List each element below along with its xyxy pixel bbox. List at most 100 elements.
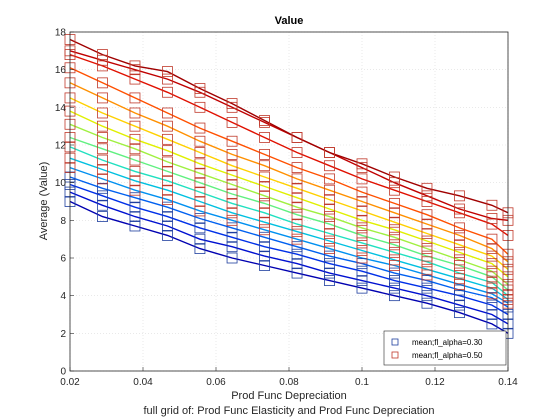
data-point-s4-p3	[162, 194, 173, 206]
series-line-11	[69, 82, 509, 263]
data-point-s11-p6	[259, 160, 270, 172]
y-tick-label-2: 4	[60, 291, 66, 302]
data-point-s1-p3	[162, 220, 173, 232]
data-point-s7-p10	[389, 239, 400, 251]
data-point-s4-p12	[454, 278, 465, 290]
data-point-s3-p5	[226, 222, 238, 234]
data-point-s12-p11	[421, 209, 433, 221]
data-point-s3-p6	[259, 231, 270, 243]
data-point-s14-p11	[421, 190, 433, 202]
data-point-s1-p12	[454, 299, 465, 311]
series-line-4	[69, 166, 509, 304]
legend-box	[383, 330, 507, 366]
data-point-s9-p1	[97, 120, 108, 132]
data-point-s13-p1	[97, 60, 108, 72]
data-point-s14-p3	[162, 73, 173, 85]
data-point-s5-p11	[421, 263, 433, 275]
series-lines	[69, 38, 509, 334]
data-point-s3-p1	[97, 182, 108, 194]
data-point-s7-p8	[324, 218, 335, 230]
data-point-s3-p7	[291, 241, 303, 253]
series-line-12	[69, 67, 509, 255]
data-point-s10-p8	[324, 194, 335, 206]
x-axis-label: Prod Func Depreciation	[231, 390, 347, 402]
data-point-s11-p9	[356, 196, 368, 207]
data-point-s14-p13	[486, 213, 498, 224]
data-point-s2-p2	[129, 201, 141, 213]
data-point-s1-p10	[389, 282, 400, 294]
data-point-s2-p5	[226, 231, 238, 243]
y-tick-label-9: 18	[55, 28, 67, 39]
data-point-s8-p4	[194, 167, 206, 179]
data-point-s4-p2	[129, 184, 141, 196]
data-point-s1-p8	[324, 267, 335, 279]
data-point-s13-p2	[129, 73, 141, 85]
data-point-s2-p9	[356, 265, 368, 277]
data-point-s3-p3	[162, 201, 173, 213]
data-point-s4-p9	[356, 252, 368, 264]
y-tick-label-6: 12	[55, 141, 67, 152]
data-point-s13-p13	[486, 218, 498, 230]
y-tick-label-4: 8	[60, 216, 66, 227]
data-point-s13-p4	[194, 101, 206, 113]
data-point-s6-p6	[259, 207, 270, 219]
data-point-s14-p12	[454, 203, 465, 215]
data-point-s8-p3	[162, 156, 173, 168]
data-point-s7-p3	[162, 165, 173, 177]
data-point-s0-p9	[356, 282, 368, 294]
data-point-s4-p5	[226, 214, 238, 226]
data-point-s3-p2	[129, 192, 141, 204]
data-point-s6-p7	[291, 218, 303, 230]
data-point-s15-p6	[259, 115, 270, 126]
data-point-s10-p6	[259, 171, 270, 183]
data-point-s8-p2	[129, 143, 141, 155]
data-point-s0-p10	[389, 290, 400, 302]
data-point-s15-p8	[324, 147, 335, 158]
data-point-s14-p10	[389, 177, 400, 189]
data-point-s0-p7	[291, 267, 303, 279]
series-line-7	[69, 136, 509, 291]
data-point-s13-p8	[324, 160, 335, 172]
series-line-0	[69, 200, 509, 334]
data-point-s9-p8	[324, 203, 335, 215]
data-point-s1-p6	[259, 250, 270, 262]
data-point-s0-p1	[97, 211, 108, 222]
data-point-s11-p3	[162, 120, 173, 132]
data-point-s11-p4	[194, 135, 206, 147]
data-point-s0-p5	[226, 252, 238, 264]
data-point-s6-p2	[129, 165, 141, 177]
data-point-s0-p12	[454, 307, 465, 319]
data-point-s12-p9	[356, 186, 368, 198]
data-point-s1-p7	[291, 258, 303, 270]
data-point-s11-p2	[129, 107, 141, 119]
data-point-s4-p10	[389, 260, 400, 271]
data-point-s9-p5	[226, 169, 238, 181]
x-tick-label-6: 0.14	[498, 377, 518, 388]
data-point-s11-p5	[226, 149, 238, 160]
series-line-3	[69, 176, 509, 308]
data-point-s3-p8	[324, 250, 335, 262]
legend-entry-alpha-050: mean;fl_alpha=0.50	[412, 351, 483, 360]
data-point-s6-p12	[454, 267, 465, 279]
data-point-s9-p9	[356, 214, 368, 226]
data-point-s9-p4	[194, 158, 206, 170]
data-point-s10-p13	[486, 250, 498, 262]
legend-entry-alpha-030: mean;fl_alpha=0.30	[412, 338, 483, 347]
data-point-s12-p5	[226, 135, 238, 147]
data-point-s3-p10	[389, 267, 400, 279]
data-point-s10-p10	[389, 216, 400, 228]
chart-title: Value	[275, 15, 304, 27]
data-point-s8-p13	[486, 265, 498, 277]
data-point-s14-p1	[97, 54, 108, 66]
data-point-s4-p1	[97, 173, 108, 185]
data-point-s3-p12	[454, 284, 465, 296]
data-point-s10-p2	[129, 120, 141, 132]
data-point-s2-p1	[97, 190, 108, 202]
data-point-s9-p2	[129, 133, 141, 145]
data-point-s12-p2	[129, 92, 141, 104]
x-tick-label-5: 0.12	[425, 377, 445, 388]
data-point-s12-p12	[454, 222, 465, 234]
data-point-s13-p5	[226, 117, 238, 128]
data-point-s5-p3	[162, 184, 173, 196]
data-point-s6-p9	[356, 237, 368, 249]
